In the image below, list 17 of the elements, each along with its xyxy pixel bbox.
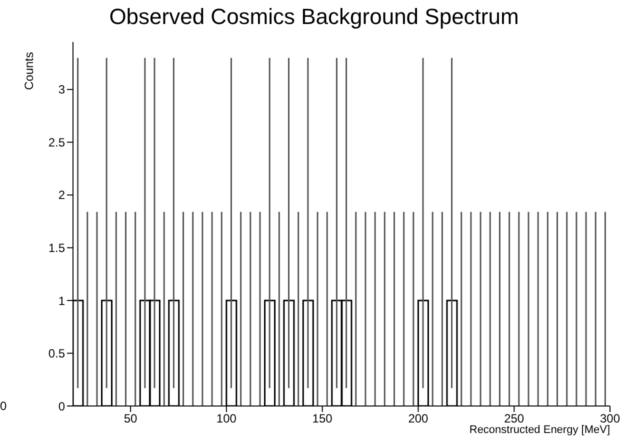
x-tick-label: 300 <box>600 412 620 426</box>
chart-title: Observed Cosmics Background Spectrum <box>108 4 520 30</box>
x-axis-title: Reconstructed Energy [MeV] <box>469 424 610 436</box>
y-tick-label: 3 <box>58 82 66 97</box>
x-tick-label: 200 <box>408 412 429 426</box>
y-tick-label: 2.5 <box>48 135 66 150</box>
y-tick-label: 1.5 <box>48 241 66 255</box>
y-tick-label: 0.5 <box>48 346 66 361</box>
x-tick-label: 150 <box>312 412 333 426</box>
x-tick-label: 100 <box>216 412 237 426</box>
y-tick-label: 2 <box>58 188 66 202</box>
x-tick-label: 250 <box>504 412 524 426</box>
y-tick-label: 1 <box>58 294 66 308</box>
y-tick-label: 0 <box>58 399 66 414</box>
y-axis-title: Counts <box>22 52 36 90</box>
x-tick-label: 50 <box>124 412 138 426</box>
text: 0 <box>0 399 7 413</box>
